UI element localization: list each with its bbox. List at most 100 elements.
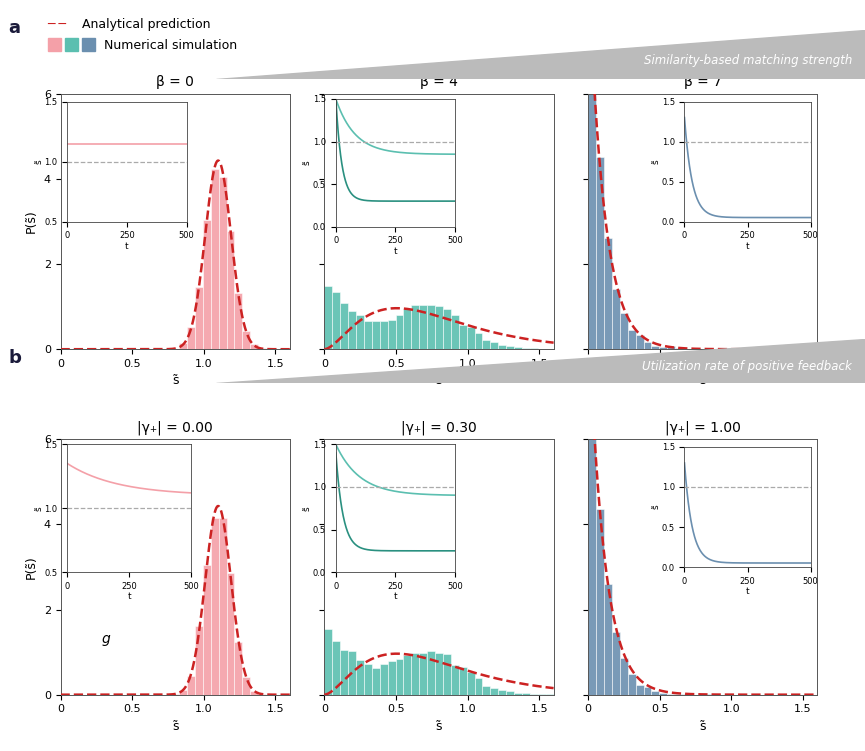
Bar — [490, 688, 498, 695]
Bar — [211, 517, 219, 695]
Bar — [451, 665, 458, 695]
Bar — [179, 690, 187, 695]
Bar — [644, 342, 651, 349]
Bar — [596, 508, 604, 695]
X-axis label: s̃: s̃ — [172, 720, 178, 733]
Bar — [427, 305, 435, 349]
Bar — [364, 664, 372, 695]
Bar — [475, 678, 483, 695]
Bar — [588, 366, 596, 695]
Bar — [636, 685, 644, 695]
Bar — [514, 693, 522, 695]
Bar — [514, 348, 522, 349]
Bar — [202, 565, 211, 695]
Bar — [435, 306, 443, 349]
Bar — [340, 303, 348, 349]
Title: |γ₊| = 0.00: |γ₊| = 0.00 — [138, 420, 213, 435]
Y-axis label: P(s̃): P(s̃) — [25, 210, 38, 234]
Bar — [211, 170, 219, 349]
Text: Utilization rate of positive feedback: Utilization rate of positive feedback — [643, 360, 852, 373]
Bar — [588, 30, 596, 349]
Bar — [612, 289, 620, 349]
Bar — [195, 626, 202, 695]
Bar — [227, 573, 234, 695]
Bar — [348, 651, 356, 695]
Title: |γ₊| = 0.30: |γ₊| = 0.30 — [401, 420, 477, 435]
Bar — [604, 584, 612, 695]
Text: Analytical prediction: Analytical prediction — [82, 17, 211, 31]
Bar — [395, 315, 403, 349]
Bar — [412, 653, 420, 695]
Bar — [195, 287, 202, 349]
Bar — [179, 343, 187, 349]
Bar — [483, 339, 490, 349]
Title: β = 7: β = 7 — [684, 74, 721, 89]
Bar — [620, 312, 628, 349]
Bar — [435, 653, 443, 695]
Y-axis label: P(s̃): P(s̃) — [25, 555, 38, 579]
Bar — [219, 176, 227, 349]
Bar — [659, 692, 667, 695]
Bar — [628, 330, 636, 349]
Polygon shape — [216, 339, 865, 383]
Bar — [250, 344, 258, 349]
Bar — [530, 693, 538, 695]
Bar — [420, 305, 427, 349]
Bar — [522, 348, 530, 349]
Bar — [250, 692, 258, 695]
Title: β = 4: β = 4 — [420, 74, 458, 89]
Bar — [348, 311, 356, 349]
Bar — [659, 347, 667, 349]
Text: Numerical simulation: Numerical simulation — [104, 38, 237, 52]
Title: |γ₊| = 1.00: |γ₊| = 1.00 — [665, 420, 740, 435]
Bar — [380, 321, 388, 349]
Title: β = 0: β = 0 — [157, 74, 194, 89]
Bar — [620, 658, 628, 695]
Polygon shape — [216, 30, 865, 79]
X-axis label: s̃: s̃ — [436, 720, 442, 733]
Bar — [596, 157, 604, 349]
Bar — [403, 309, 412, 349]
Bar — [498, 690, 506, 695]
Bar — [612, 632, 620, 695]
Bar — [395, 659, 403, 695]
Text: ─ ─: ─ ─ — [48, 17, 67, 31]
Bar — [604, 238, 612, 349]
Bar — [372, 321, 380, 349]
Bar — [427, 650, 435, 695]
Bar — [451, 315, 458, 349]
Bar — [356, 315, 364, 349]
Bar — [651, 345, 659, 349]
Bar — [219, 518, 227, 695]
Bar — [403, 655, 412, 695]
Bar — [676, 348, 683, 349]
Bar — [412, 306, 420, 349]
Bar — [227, 231, 234, 349]
Bar — [324, 629, 332, 695]
Bar — [234, 293, 242, 349]
X-axis label: s̃: s̃ — [700, 720, 706, 733]
Text: g: g — [102, 632, 111, 646]
Bar — [506, 345, 514, 349]
Bar — [258, 348, 266, 349]
Bar — [187, 676, 195, 695]
Bar — [475, 333, 483, 349]
Bar — [636, 334, 644, 349]
Bar — [530, 348, 538, 349]
X-axis label: s̃: s̃ — [172, 375, 178, 388]
Bar — [242, 331, 250, 349]
Bar — [667, 346, 676, 349]
Bar — [372, 668, 380, 695]
Bar — [356, 660, 364, 695]
Bar — [458, 324, 466, 349]
Bar — [388, 320, 395, 349]
Bar — [443, 309, 451, 349]
X-axis label: s̃: s̃ — [700, 375, 706, 388]
Bar — [458, 668, 466, 695]
Bar — [187, 327, 195, 349]
Bar — [443, 654, 451, 695]
Bar — [498, 345, 506, 349]
Bar — [522, 693, 530, 695]
X-axis label: s̃: s̃ — [436, 375, 442, 388]
Bar — [490, 342, 498, 349]
